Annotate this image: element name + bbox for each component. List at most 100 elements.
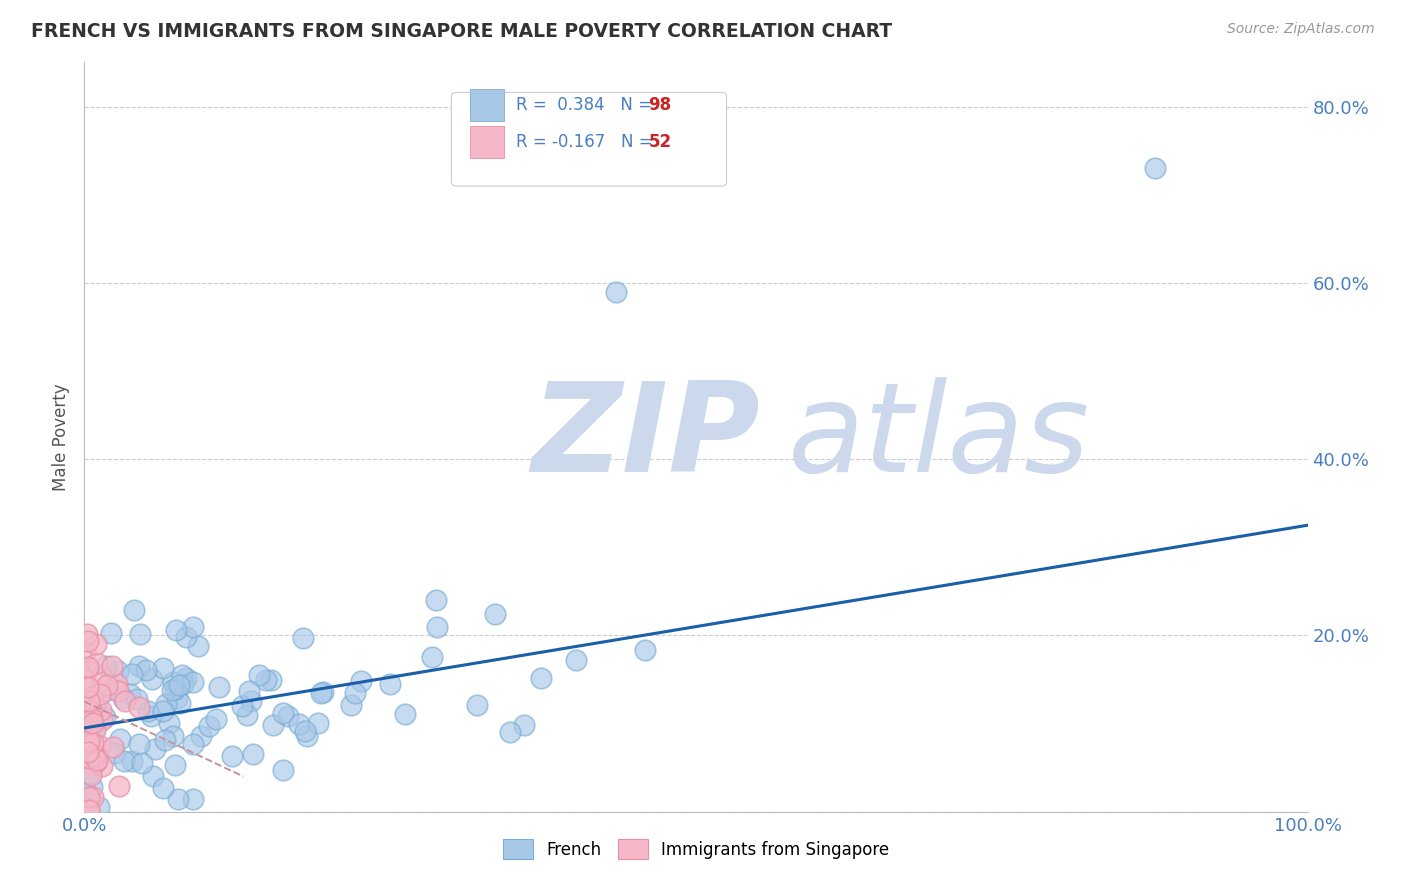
Point xyxy=(128,627,150,641)
Point xyxy=(605,285,627,299)
Point xyxy=(254,673,277,687)
Point xyxy=(530,671,553,685)
Point xyxy=(160,683,183,698)
Point xyxy=(94,683,117,698)
Point xyxy=(172,677,194,691)
Point xyxy=(181,620,204,634)
Point xyxy=(108,731,131,746)
Point xyxy=(84,698,107,713)
Point xyxy=(136,704,159,718)
Point xyxy=(128,737,150,751)
Text: Source: ZipAtlas.com: Source: ZipAtlas.com xyxy=(1227,22,1375,37)
Point xyxy=(82,758,104,772)
Point xyxy=(82,692,104,706)
Point xyxy=(167,792,190,806)
FancyBboxPatch shape xyxy=(451,93,727,186)
Point xyxy=(176,630,198,644)
Point xyxy=(90,669,112,683)
Text: R =  0.384   N =: R = 0.384 N = xyxy=(516,96,658,114)
Point xyxy=(131,756,153,771)
Point xyxy=(174,671,197,685)
Point xyxy=(77,703,100,717)
Point xyxy=(262,718,284,732)
Point xyxy=(128,700,150,714)
Point xyxy=(152,704,174,718)
Point xyxy=(96,678,118,692)
Point xyxy=(73,672,96,686)
Point xyxy=(101,658,124,673)
Point xyxy=(208,680,231,694)
FancyBboxPatch shape xyxy=(470,89,503,121)
Text: R = -0.167   N =: R = -0.167 N = xyxy=(516,133,658,151)
Text: atlas: atlas xyxy=(787,376,1090,498)
Point xyxy=(163,757,186,772)
Point xyxy=(167,678,190,692)
Point xyxy=(340,698,363,712)
Point xyxy=(271,764,294,778)
Point xyxy=(86,656,108,670)
FancyBboxPatch shape xyxy=(470,126,503,158)
Point xyxy=(83,722,105,736)
Point xyxy=(125,692,148,706)
Point xyxy=(271,706,294,720)
Point xyxy=(183,737,205,751)
Point xyxy=(94,659,117,673)
Point xyxy=(77,702,100,716)
Point xyxy=(91,713,114,727)
Point xyxy=(152,661,174,675)
Point xyxy=(80,768,103,782)
Point xyxy=(82,780,104,794)
Point xyxy=(425,593,447,607)
Point xyxy=(84,756,107,770)
Point xyxy=(141,708,163,723)
Point xyxy=(1143,161,1166,176)
Point xyxy=(240,694,263,708)
Point xyxy=(76,662,98,676)
Point xyxy=(80,690,103,704)
Point xyxy=(277,709,299,723)
Point xyxy=(100,626,122,640)
Point xyxy=(75,786,97,800)
Point xyxy=(82,736,104,750)
Point xyxy=(73,716,96,731)
Point xyxy=(122,603,145,617)
Point xyxy=(565,653,588,667)
Point xyxy=(94,710,117,724)
Point xyxy=(143,742,166,756)
Point xyxy=(80,712,103,726)
Point xyxy=(426,620,449,634)
Legend: French, Immigrants from Singapore: French, Immigrants from Singapore xyxy=(495,831,897,867)
Point xyxy=(83,748,105,763)
Point xyxy=(181,792,204,806)
Point xyxy=(499,724,522,739)
Point xyxy=(513,718,536,732)
Point xyxy=(128,659,150,673)
Point xyxy=(120,687,142,701)
Point xyxy=(90,703,112,717)
Point xyxy=(350,674,373,689)
Point xyxy=(77,733,100,747)
Point xyxy=(86,753,108,767)
Point xyxy=(84,748,107,763)
Point xyxy=(80,704,103,718)
Point xyxy=(166,691,188,706)
Point xyxy=(111,691,134,706)
Point xyxy=(295,729,318,743)
Point xyxy=(153,732,176,747)
Point xyxy=(121,754,143,768)
Point xyxy=(89,687,111,701)
Point xyxy=(90,759,112,773)
Point xyxy=(343,685,366,699)
Point xyxy=(141,672,163,686)
Point xyxy=(79,750,101,764)
Point xyxy=(288,716,311,731)
Point xyxy=(77,803,100,817)
Point xyxy=(82,715,104,730)
Point xyxy=(135,663,157,677)
Point xyxy=(157,716,180,731)
Point xyxy=(76,680,98,694)
Point xyxy=(79,765,101,780)
Point xyxy=(103,746,125,760)
Point xyxy=(484,607,506,621)
Point xyxy=(76,626,98,640)
